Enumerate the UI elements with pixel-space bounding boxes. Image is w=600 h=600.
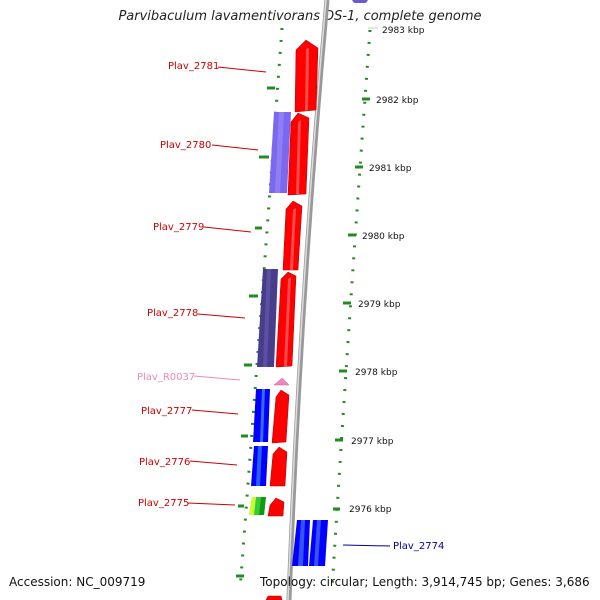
gene-label-plav-2778: Plav_2778 xyxy=(147,308,198,319)
topology-text: Topology: circular; Length: 3,914,745 bp… xyxy=(260,575,590,589)
ruler-label: 2982 kbp xyxy=(376,96,419,106)
leader-plav-2775 xyxy=(187,502,236,506)
top-feature xyxy=(352,0,368,3)
rna-feature-plav-r0037 xyxy=(273,377,290,386)
leader-plav-2776 xyxy=(189,460,238,466)
feature-plav-2780-shade xyxy=(275,112,284,193)
feature-plav-2778-shade xyxy=(263,269,271,367)
accession-text: Accession: NC_009719 xyxy=(9,575,146,589)
gene-label-plav-2777: Plav_2777 xyxy=(141,406,192,417)
genome-backbone xyxy=(286,0,330,600)
gene-arrow-plav-2776 xyxy=(269,446,288,487)
gene-label-plav-r0037: Plav_R0037 xyxy=(137,372,195,383)
gene-label-plav-2775: Plav_2775 xyxy=(138,498,189,509)
inner-track-ticks xyxy=(236,86,275,578)
leader-plav-2778 xyxy=(197,313,246,319)
ruler-label: 2981 kbp xyxy=(369,164,412,174)
leader-plav-2777 xyxy=(191,409,239,415)
leader-plav-2780 xyxy=(211,144,259,151)
ruler-label: 2978 kbp xyxy=(355,368,398,378)
gene-label-plav-2776: Plav_2776 xyxy=(139,457,190,468)
ruler-ticks xyxy=(333,97,370,511)
map-title: Parvibaculum lavamentivorans DS-1, compl… xyxy=(118,9,482,24)
ruler-label: 2980 kbp xyxy=(362,232,405,242)
ruler-label: 2977 kbp xyxy=(351,437,394,447)
gene-label-plav-2781: Plav_2781 xyxy=(168,61,219,72)
leader-plav-r0037 xyxy=(193,375,241,381)
leader-plav-2774 xyxy=(342,544,391,547)
gene-arrow-plav-2778 xyxy=(275,271,297,368)
leader-plav-2779 xyxy=(203,226,252,233)
gene-label-plav-2774: Plav_2774 xyxy=(393,541,444,552)
ruler-label: 2976 kbp xyxy=(349,505,392,515)
leader-plav-2781 xyxy=(217,66,267,73)
ruler-label: 2983 kbp xyxy=(382,26,425,36)
gene-label-plav-2779: Plav_2779 xyxy=(153,222,204,233)
ruler-label: 2979 kbp xyxy=(358,300,401,310)
gene-arrow-plav-2777 xyxy=(271,389,290,444)
gene-arrow-bottom xyxy=(265,595,283,600)
gene-arrow-plav-2775 xyxy=(267,497,285,517)
gene-label-plav-2780: Plav_2780 xyxy=(160,140,211,151)
